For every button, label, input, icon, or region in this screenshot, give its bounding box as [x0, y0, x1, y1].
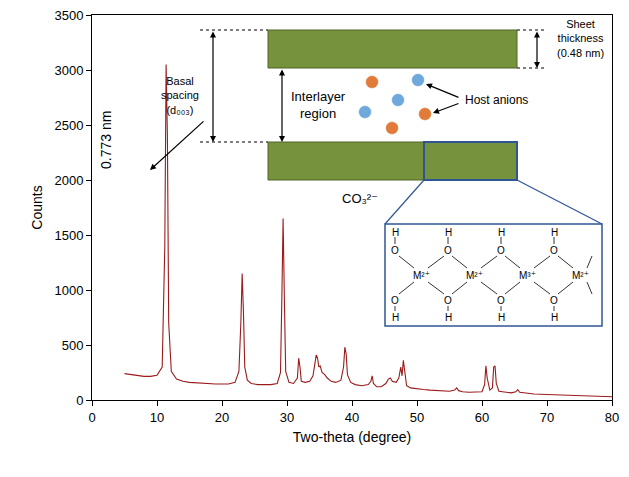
svg-text:H: H [498, 312, 505, 323]
svg-text:3000: 3000 [54, 63, 83, 78]
svg-text:Two-theta (degree): Two-theta (degree) [293, 429, 411, 445]
svg-text:Sheetthickness(0.48 nm): Sheetthickness(0.48 nm) [557, 18, 604, 59]
svg-text:0: 0 [88, 410, 95, 425]
svg-text:H: H [498, 227, 505, 238]
svg-text:50: 50 [410, 410, 424, 425]
svg-text:20: 20 [215, 410, 229, 425]
svg-text:O: O [444, 295, 452, 306]
svg-text:80: 80 [605, 410, 619, 425]
svg-text:O: O [391, 245, 399, 256]
svg-text:H: H [551, 312, 558, 323]
svg-text:0.773 nm: 0.773 nm [98, 111, 114, 169]
svg-text:60: 60 [475, 410, 489, 425]
svg-text:H: H [392, 227, 399, 238]
svg-text:O: O [550, 295, 558, 306]
svg-text:O: O [550, 245, 558, 256]
svg-text:2000: 2000 [54, 173, 83, 188]
svg-text:1500: 1500 [54, 228, 83, 243]
svg-text:70: 70 [540, 410, 554, 425]
svg-text:Host anions: Host anions [465, 93, 528, 107]
svg-text:Counts: Counts [29, 185, 45, 229]
svg-text:H: H [392, 312, 399, 323]
svg-text:O: O [497, 295, 505, 306]
svg-text:O: O [391, 295, 399, 306]
svg-text:M³⁺: M³⁺ [519, 270, 536, 281]
svg-text:30: 30 [280, 410, 294, 425]
svg-text:2500: 2500 [54, 118, 83, 133]
svg-text:M²⁺: M²⁺ [413, 270, 430, 281]
svg-text:3500: 3500 [54, 8, 83, 23]
svg-text:Basalspacing(d₀₀₃): Basalspacing(d₀₀₃) [161, 75, 199, 116]
svg-text:CO₃²⁻: CO₃²⁻ [342, 191, 378, 206]
svg-text:10: 10 [150, 410, 164, 425]
svg-text:M²⁺: M²⁺ [572, 270, 589, 281]
svg-text:40: 40 [345, 410, 359, 425]
svg-text:Interlayerregion: Interlayerregion [291, 89, 346, 121]
svg-text:1000: 1000 [54, 283, 83, 298]
svg-text:H: H [551, 227, 558, 238]
svg-text:O: O [497, 245, 505, 256]
svg-text:O: O [444, 245, 452, 256]
svg-text:M²⁺: M²⁺ [466, 270, 483, 281]
svg-text:0: 0 [76, 393, 83, 408]
svg-text:H: H [445, 312, 452, 323]
svg-text:500: 500 [62, 338, 84, 353]
svg-text:H: H [445, 227, 452, 238]
